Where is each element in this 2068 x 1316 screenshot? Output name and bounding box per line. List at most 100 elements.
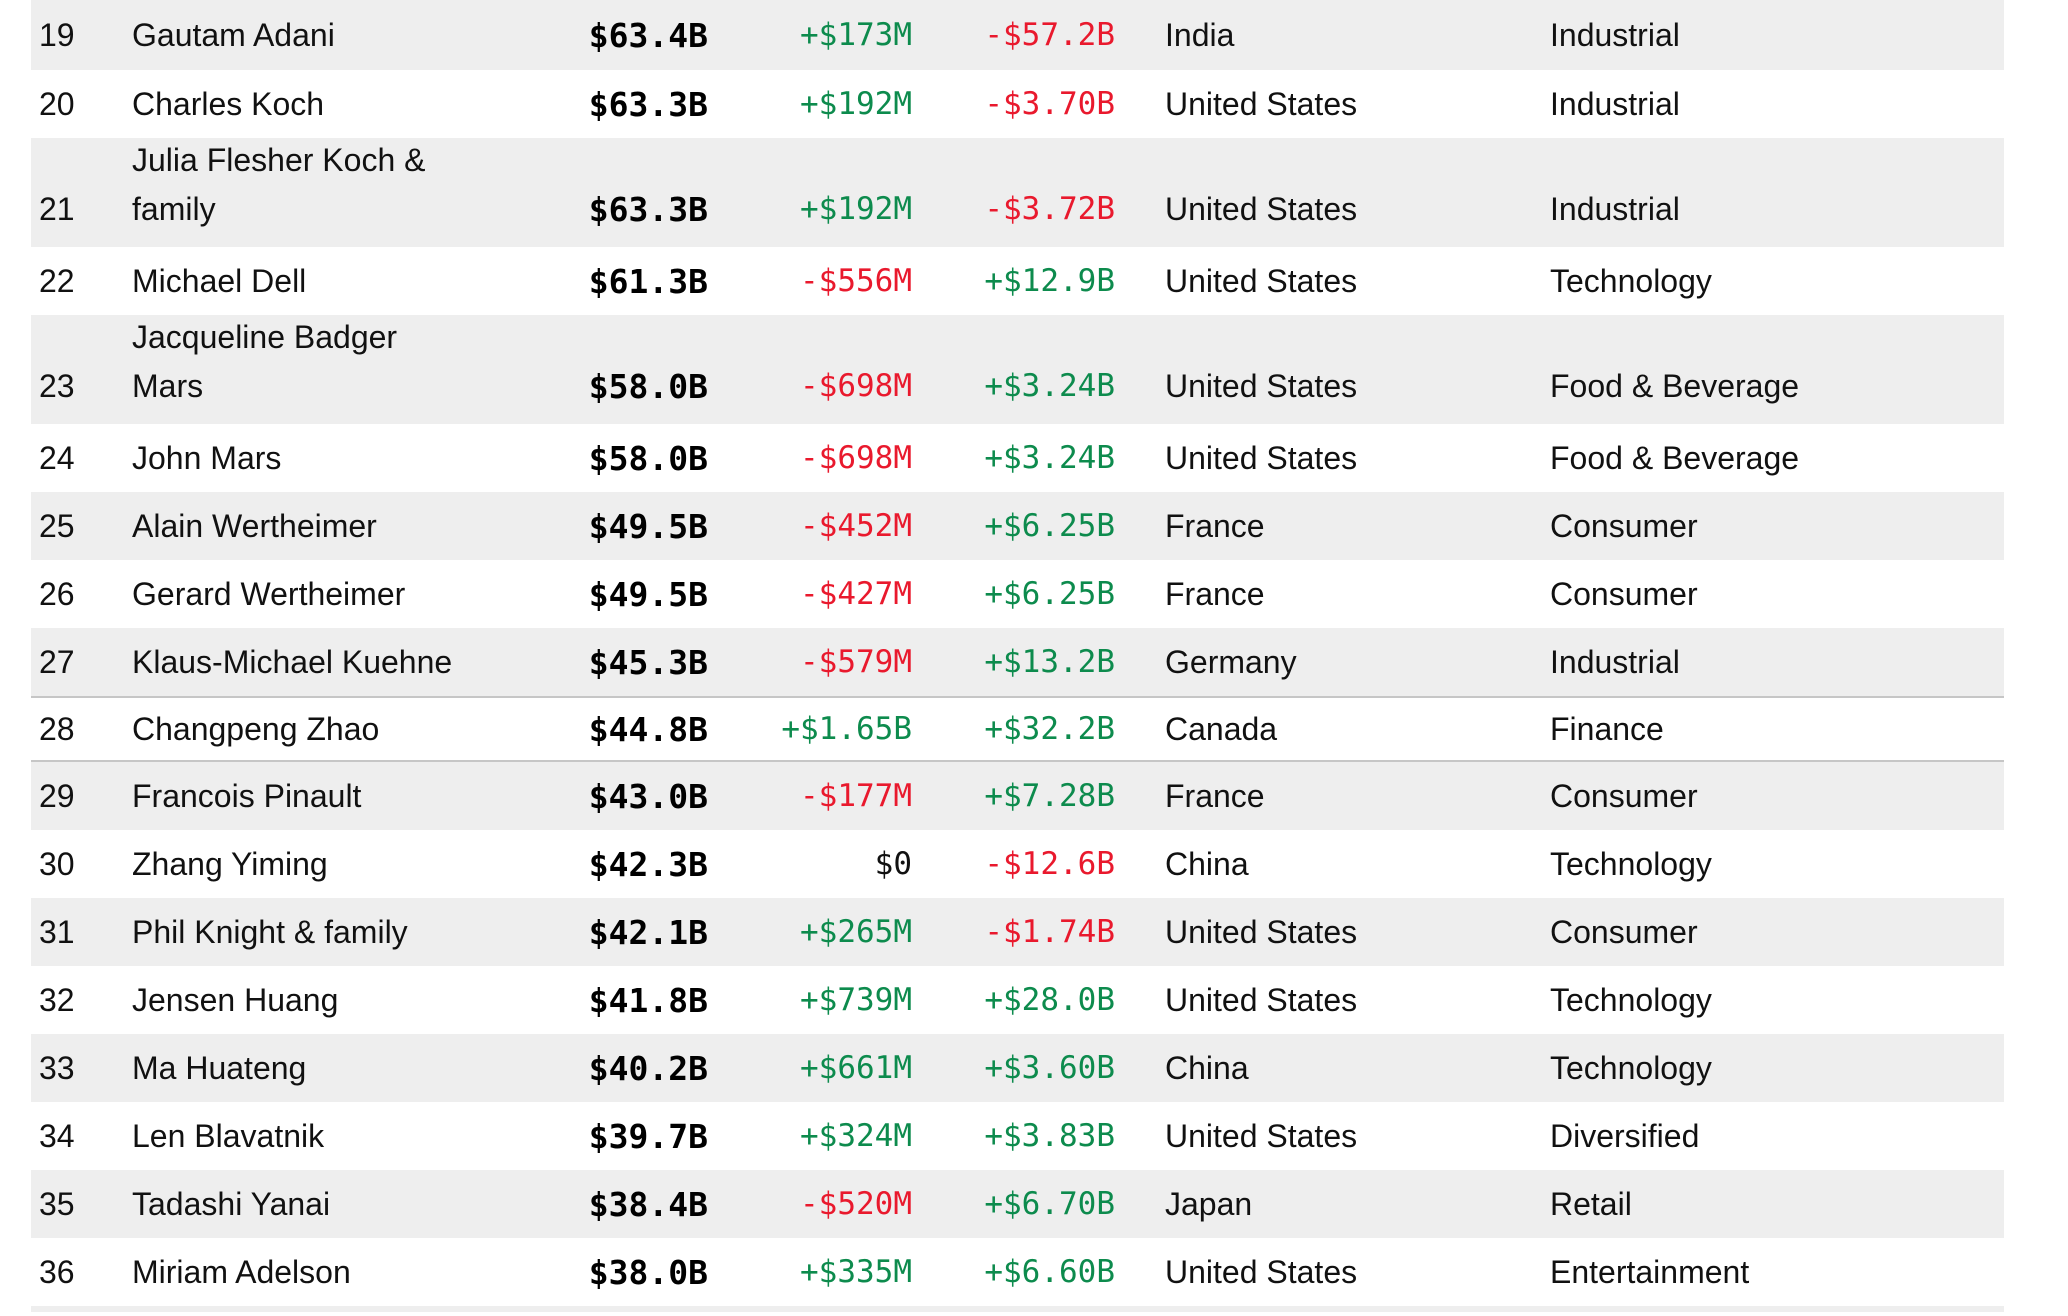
industry-cell: Consumer	[1550, 507, 1698, 544]
country-cell: United States	[1165, 1117, 1358, 1154]
daily-change-cell: +$324M	[800, 1117, 912, 1154]
name-cell: Gerard Wertheimer	[132, 575, 406, 612]
net-worth-cell: $42.1B	[588, 912, 708, 952]
name-cell: Julia Flesher Koch & family	[132, 142, 426, 227]
table-row[interactable]: 21 Julia Flesher Koch & family $63.3B +$…	[31, 138, 2004, 247]
daily-change-cell: $0	[874, 845, 912, 882]
net-worth-cell: $43.0B	[588, 776, 708, 816]
ytd-change-cell: +$3.24B	[984, 439, 1115, 476]
name-cell: Miriam Adelson	[132, 1253, 351, 1290]
net-worth-cell: $40.2B	[588, 1048, 708, 1088]
industry-cell: Consumer	[1550, 913, 1698, 950]
table-row[interactable]: 34 Len Blavatnik $39.7B +$324M +$3.83B U…	[31, 1102, 2004, 1170]
table-row[interactable]: 27 Klaus-Michael Kuehne $45.3B -$579M +$…	[31, 628, 2004, 696]
ytd-change-cell: -$1.74B	[984, 913, 1115, 950]
country-cell: United States	[1165, 439, 1358, 476]
industry-cell: Entertainment	[1550, 1253, 1750, 1290]
rank-cell: 28	[39, 710, 75, 747]
name-cell: Klaus-Michael Kuehne	[132, 643, 453, 680]
rank-cell: 23	[39, 368, 75, 404]
net-worth-cell: $49.5B	[588, 574, 708, 614]
name-cell: Zhang Yiming	[132, 845, 328, 882]
ytd-change-cell: +$6.25B	[984, 575, 1115, 612]
net-worth-cell: $39.7B	[588, 1116, 708, 1156]
ytd-change-cell: +$3.83B	[984, 1117, 1115, 1154]
table-row[interactable]: 25 Alain Wertheimer $49.5B -$452M +$6.25…	[31, 492, 2004, 560]
ytd-change-cell: +$13.2B	[984, 643, 1115, 680]
rank-cell: 25	[39, 507, 75, 544]
net-worth-cell: $63.3B	[588, 84, 708, 124]
daily-change-cell: -$520M	[800, 1185, 912, 1222]
industry-cell: Diversified	[1550, 1117, 1700, 1154]
table-row[interactable]: 30 Zhang Yiming $42.3B $0 -$12.6B China …	[31, 830, 2004, 898]
country-cell: United States	[1165, 85, 1358, 122]
rank-cell: 31	[39, 913, 75, 950]
country-cell: France	[1165, 575, 1265, 612]
industry-cell: Consumer	[1550, 575, 1698, 612]
table-row[interactable]: 31 Phil Knight & family $42.1B +$265M -$…	[31, 898, 2004, 966]
net-worth-cell: $45.3B	[588, 642, 708, 682]
name-cell: Charles Koch	[132, 85, 325, 122]
rank-cell: 24	[39, 439, 75, 476]
industry-cell: Retail	[1550, 1185, 1632, 1222]
country-cell: United States	[1165, 981, 1358, 1018]
country-cell: China	[1165, 845, 1249, 882]
country-cell: Japan	[1165, 1185, 1253, 1222]
name-cell: Tadashi Yanai	[132, 1185, 331, 1222]
net-worth-cell: $61.3B	[588, 261, 708, 301]
ytd-change-cell: -$57.2B	[984, 16, 1115, 53]
table-row[interactable]: 28 Changpeng Zhao $44.8B +$1.65B +$32.2B…	[31, 696, 2004, 762]
industry-cell: Food & Beverage	[1550, 368, 1800, 404]
rank-cell: 34	[39, 1117, 75, 1154]
country-cell: France	[1165, 507, 1265, 544]
name-cell: Jensen Huang	[132, 981, 339, 1018]
name-cell: Michael Dell	[132, 262, 307, 299]
table-row[interactable]: 19 Gautam Adani $63.4B +$173M -$57.2B In…	[31, 0, 2004, 70]
ytd-change-cell: +$7.28B	[984, 777, 1115, 814]
table-row[interactable]: 35 Tadashi Yanai $38.4B -$520M +$6.70B J…	[31, 1170, 2004, 1238]
country-cell: China	[1165, 1049, 1249, 1086]
table-row[interactable]: 20 Charles Koch $63.3B +$192M -$3.70B Un…	[31, 70, 2004, 138]
table-row[interactable]: 36 Miriam Adelson $38.0B +$335M +$6.60B …	[31, 1238, 2004, 1306]
ytd-change-cell: +$3.60B	[984, 1049, 1115, 1086]
rank-cell: 29	[39, 777, 75, 814]
ytd-change-cell: +$12.9B	[984, 262, 1115, 299]
table-row[interactable]: 29 Francois Pinault $43.0B -$177M +$7.28…	[31, 762, 2004, 830]
country-cell: United States	[1165, 1253, 1358, 1290]
net-worth-cell: $44.8B	[588, 709, 708, 749]
name-cell: John Mars	[132, 439, 282, 476]
industry-cell: Finance	[1550, 710, 1664, 747]
rank-cell: 33	[39, 1049, 75, 1086]
table-row[interactable]: 23 Jacqueline Badger Mars $58.0B -$698M …	[31, 315, 2004, 424]
daily-change-cell: -$579M	[800, 643, 912, 680]
table-row[interactable]: 22 Michael Dell $61.3B -$556M +$12.9B Un…	[31, 247, 2004, 315]
net-worth-cell: $41.8B	[588, 980, 708, 1020]
daily-change-cell: +$1.65B	[781, 710, 912, 747]
table-row[interactable]: 32 Jensen Huang $41.8B +$739M +$28.0B Un…	[31, 966, 2004, 1034]
daily-change-cell: -$556M	[800, 262, 912, 299]
daily-change-cell: +$661M	[800, 1049, 912, 1086]
table-row[interactable]: 26 Gerard Wertheimer $49.5B -$427M +$6.2…	[31, 560, 2004, 628]
net-worth-cell: $42.3B	[588, 844, 708, 884]
country-cell: Germany	[1165, 643, 1297, 680]
name-cell: Francois Pinault	[132, 777, 362, 814]
daily-change-cell: +$335M	[800, 1253, 912, 1290]
daily-change-cell: -$452M	[800, 507, 912, 544]
daily-change-cell: -$698M	[800, 368, 912, 404]
country-cell: France	[1165, 777, 1265, 814]
daily-change-cell: -$177M	[800, 777, 912, 814]
rank-cell: 21	[39, 191, 75, 227]
daily-change-cell: +$265M	[800, 913, 912, 950]
table-row[interactable]: 33 Ma Huateng $40.2B +$661M +$3.60B Chin…	[31, 1034, 2004, 1102]
daily-change-cell: +$192M	[800, 85, 912, 122]
daily-change-cell: +$192M	[800, 191, 912, 227]
country-cell: United States	[1165, 262, 1358, 299]
table-row[interactable]: 24 John Mars $58.0B -$698M +$3.24B Unite…	[31, 424, 2004, 492]
net-worth-cell: $58.0B	[588, 438, 708, 478]
net-worth-cell: $63.3B	[588, 190, 708, 229]
name-cell: Changpeng Zhao	[132, 710, 380, 747]
ytd-change-cell: +$6.60B	[984, 1253, 1115, 1290]
country-cell: United States	[1165, 191, 1358, 227]
name-cell: Gautam Adani	[132, 16, 335, 53]
country-cell: United States	[1165, 913, 1358, 950]
